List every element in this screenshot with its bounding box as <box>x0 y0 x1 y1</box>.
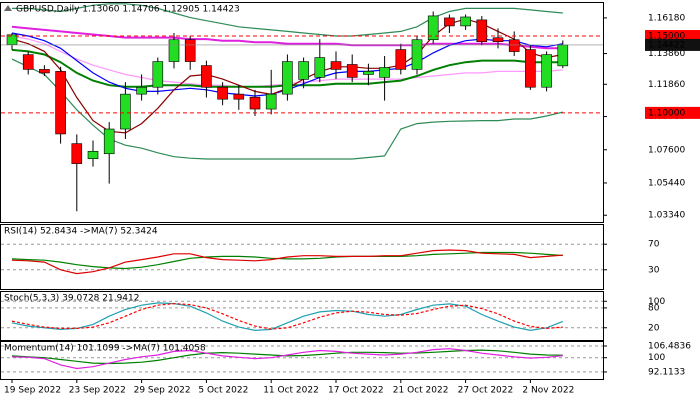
candle-body <box>476 19 488 43</box>
candle-body <box>282 61 293 95</box>
indicator-line <box>11 348 563 370</box>
candle-body <box>265 93 277 110</box>
candle-body <box>233 93 245 100</box>
last-price-tag <box>645 38 700 51</box>
stoch-panel <box>0 291 604 341</box>
panel-plot <box>1 345 603 373</box>
indicator-line <box>11 302 564 332</box>
indicator-line <box>12 3 563 37</box>
indicator-line <box>11 249 563 275</box>
candle-body <box>460 16 471 27</box>
candle-body <box>492 37 504 43</box>
x-tick-label: 19 Sep 2022 <box>4 386 61 396</box>
candle-body <box>330 61 342 70</box>
y-tick-label: 106.4836 <box>648 342 691 352</box>
y-tick-label: 20 <box>648 323 660 333</box>
candle-body <box>379 67 390 78</box>
candle-body <box>201 65 212 88</box>
candle-body <box>168 39 180 62</box>
candle-body <box>249 96 261 110</box>
price-level-label: 1.15000 <box>648 32 685 42</box>
candle-body <box>363 71 374 75</box>
candle-body <box>411 39 423 70</box>
y-tick-label: 1.05440 <box>648 178 685 188</box>
price-level-label: 1.10000 <box>648 108 685 118</box>
y-tick-label: 1.07600 <box>648 145 685 155</box>
y-tick-label: 1.11860 <box>648 80 685 90</box>
panel-title: Momentum(14) 101.1099 ->MA(7) 101.4058 <box>4 344 206 354</box>
indicator-line <box>11 302 563 330</box>
x-tick-label: 5 Oct 2022 <box>198 386 248 396</box>
price-level-tag <box>645 106 700 119</box>
candle-body <box>71 143 83 164</box>
candle-body <box>541 54 552 88</box>
candle-body <box>152 61 164 88</box>
panel-plot <box>1 3 603 212</box>
indicator-line <box>11 58 563 160</box>
panel-plot <box>1 243 603 275</box>
panel-title: RSI(14) 52.8434 ->MA(7) 52.3424 <box>4 227 158 237</box>
candle-body <box>136 86 147 95</box>
candle-body <box>103 128 115 155</box>
momentum-panel <box>0 341 604 380</box>
candle-body <box>55 71 66 135</box>
x-tick-label: 23 Sep 2022 <box>69 386 126 396</box>
candle-body <box>346 64 358 78</box>
y-tick-label: 1.03340 <box>648 211 685 221</box>
rsi-panel <box>0 224 604 290</box>
candle-body <box>217 86 228 100</box>
x-tick-label: 29 Sep 2022 <box>134 386 191 396</box>
indicator-line <box>11 251 563 270</box>
indicator-line <box>11 349 563 365</box>
main-panel <box>0 2 604 223</box>
indicator-line <box>11 25 563 50</box>
y-tick-label: 70 <box>648 240 660 250</box>
candle-body <box>557 44 569 67</box>
x-tick-label: 21 Oct 2022 <box>393 386 449 396</box>
candle-body <box>444 17 455 27</box>
panel-plot <box>1 300 603 332</box>
candle-body <box>508 39 520 52</box>
plot-layer: 1.161801.138601.118601.097601.076001.054… <box>1 3 700 396</box>
panel-title: GBPUSD,Daily 1.13060 1.14706 1.12905 1.1… <box>16 5 240 15</box>
candle-body <box>395 49 407 70</box>
y-tick-label: 1.13860 <box>648 49 685 59</box>
candle-body <box>184 39 196 62</box>
candle-body <box>87 151 99 159</box>
candle-body <box>39 69 50 74</box>
x-tick-label: 11 Oct 2022 <box>263 386 319 396</box>
symbol-icon <box>4 5 12 11</box>
y-tick-label: 100 <box>648 353 665 363</box>
y-tick-label: 80 <box>648 303 660 313</box>
candle-body <box>427 15 439 41</box>
candle-body <box>525 49 536 88</box>
x-tick-label: 27 Oct 2022 <box>458 386 514 396</box>
y-tick-label: 92.1133 <box>648 367 685 377</box>
candle-body <box>22 54 34 70</box>
y-tick-label: 1.16180 <box>648 13 685 23</box>
x-tick-label: 17 Oct 2022 <box>328 386 384 396</box>
candle-body <box>298 61 309 80</box>
candle-body <box>120 93 131 130</box>
x-tick-label: 2 Nov 2022 <box>522 386 574 396</box>
y-tick-label: 100 <box>648 297 665 307</box>
panel-title: Stoch(5,3,3) 39.0728 21.9412 <box>4 294 139 304</box>
candle-body <box>314 57 326 78</box>
last-price-label: 1.14422 <box>648 40 685 50</box>
y-tick-label: 30 <box>648 265 660 275</box>
